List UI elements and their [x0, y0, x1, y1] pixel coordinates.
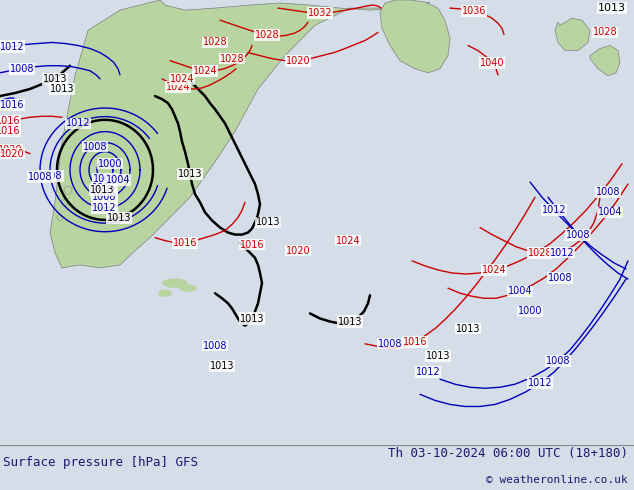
Text: 1013: 1013: [240, 314, 264, 323]
Text: 1020: 1020: [286, 246, 310, 256]
Text: 1012: 1012: [66, 119, 90, 128]
Text: 1012: 1012: [0, 42, 24, 51]
Text: 1013: 1013: [90, 185, 114, 195]
Text: 1004: 1004: [598, 207, 622, 218]
Text: 1016: 1016: [0, 100, 24, 110]
Polygon shape: [180, 285, 196, 291]
Text: 1000: 1000: [518, 306, 542, 317]
Polygon shape: [555, 18, 590, 50]
Text: 1008: 1008: [378, 339, 402, 349]
Text: 1028: 1028: [220, 53, 244, 64]
Text: 1013: 1013: [256, 218, 280, 227]
Text: 1013: 1013: [107, 213, 131, 223]
Text: © weatheronline.co.uk: © weatheronline.co.uk: [486, 475, 628, 486]
Text: 1004: 1004: [93, 183, 117, 193]
Text: 1012: 1012: [416, 367, 440, 377]
Text: 1013: 1013: [210, 361, 234, 371]
Text: 1028: 1028: [527, 248, 552, 258]
Text: 1008: 1008: [596, 187, 620, 197]
Text: 1013: 1013: [426, 351, 450, 361]
Text: Surface pressure [hPa] GFS: Surface pressure [hPa] GFS: [3, 456, 198, 469]
Text: 1020: 1020: [0, 148, 24, 159]
Text: 1040: 1040: [480, 58, 504, 68]
Text: 1020: 1020: [0, 145, 22, 155]
Text: 1008: 1008: [203, 341, 227, 351]
Text: 1008: 1008: [28, 172, 53, 182]
Text: 1012: 1012: [550, 248, 574, 258]
Text: 1012: 1012: [527, 378, 552, 388]
Circle shape: [64, 186, 72, 194]
Text: 1028: 1028: [255, 30, 280, 40]
Text: 1024: 1024: [482, 265, 507, 275]
Text: 1028: 1028: [203, 37, 228, 48]
Polygon shape: [159, 290, 171, 296]
Text: 1008: 1008: [10, 64, 34, 74]
Text: 1016: 1016: [172, 238, 197, 247]
Text: 1013: 1013: [338, 317, 362, 326]
Text: 1008: 1008: [548, 273, 573, 283]
Text: Th 03-10-2024 06:00 UTC (18+180): Th 03-10-2024 06:00 UTC (18+180): [387, 447, 628, 460]
Polygon shape: [163, 279, 187, 287]
Text: 1013: 1013: [456, 323, 480, 334]
Text: 1013: 1013: [42, 74, 67, 84]
Text: 1008: 1008: [38, 171, 63, 181]
Polygon shape: [50, 0, 430, 268]
Text: 1016: 1016: [0, 126, 20, 136]
Circle shape: [57, 214, 63, 220]
Text: 1008: 1008: [83, 142, 107, 151]
Text: 1036: 1036: [462, 6, 486, 16]
Text: 1013: 1013: [598, 3, 626, 13]
Text: 1024: 1024: [335, 236, 360, 245]
Text: 1012: 1012: [541, 205, 566, 215]
Text: 1008: 1008: [546, 356, 570, 366]
Text: 1008: 1008: [93, 192, 117, 202]
Polygon shape: [590, 46, 620, 76]
Text: 1032: 1032: [307, 8, 332, 18]
Text: 1013: 1013: [178, 169, 202, 179]
Text: 1028: 1028: [593, 27, 618, 37]
Circle shape: [62, 199, 68, 205]
Text: 1024: 1024: [193, 66, 217, 76]
Text: 1020: 1020: [286, 56, 310, 66]
Text: 1004: 1004: [508, 286, 533, 296]
Text: 1016: 1016: [403, 337, 427, 347]
Text: 1008: 1008: [566, 230, 590, 240]
Text: 1004: 1004: [106, 175, 130, 185]
Text: 1000: 1000: [93, 174, 117, 184]
Polygon shape: [380, 0, 450, 73]
Text: 1012: 1012: [92, 203, 117, 213]
Text: 1016: 1016: [240, 240, 264, 250]
Text: 1024: 1024: [165, 82, 190, 92]
Text: 1000: 1000: [98, 159, 122, 169]
Text: 1016: 1016: [0, 116, 20, 126]
Text: 1013: 1013: [49, 84, 74, 94]
Text: 1024: 1024: [170, 74, 194, 84]
